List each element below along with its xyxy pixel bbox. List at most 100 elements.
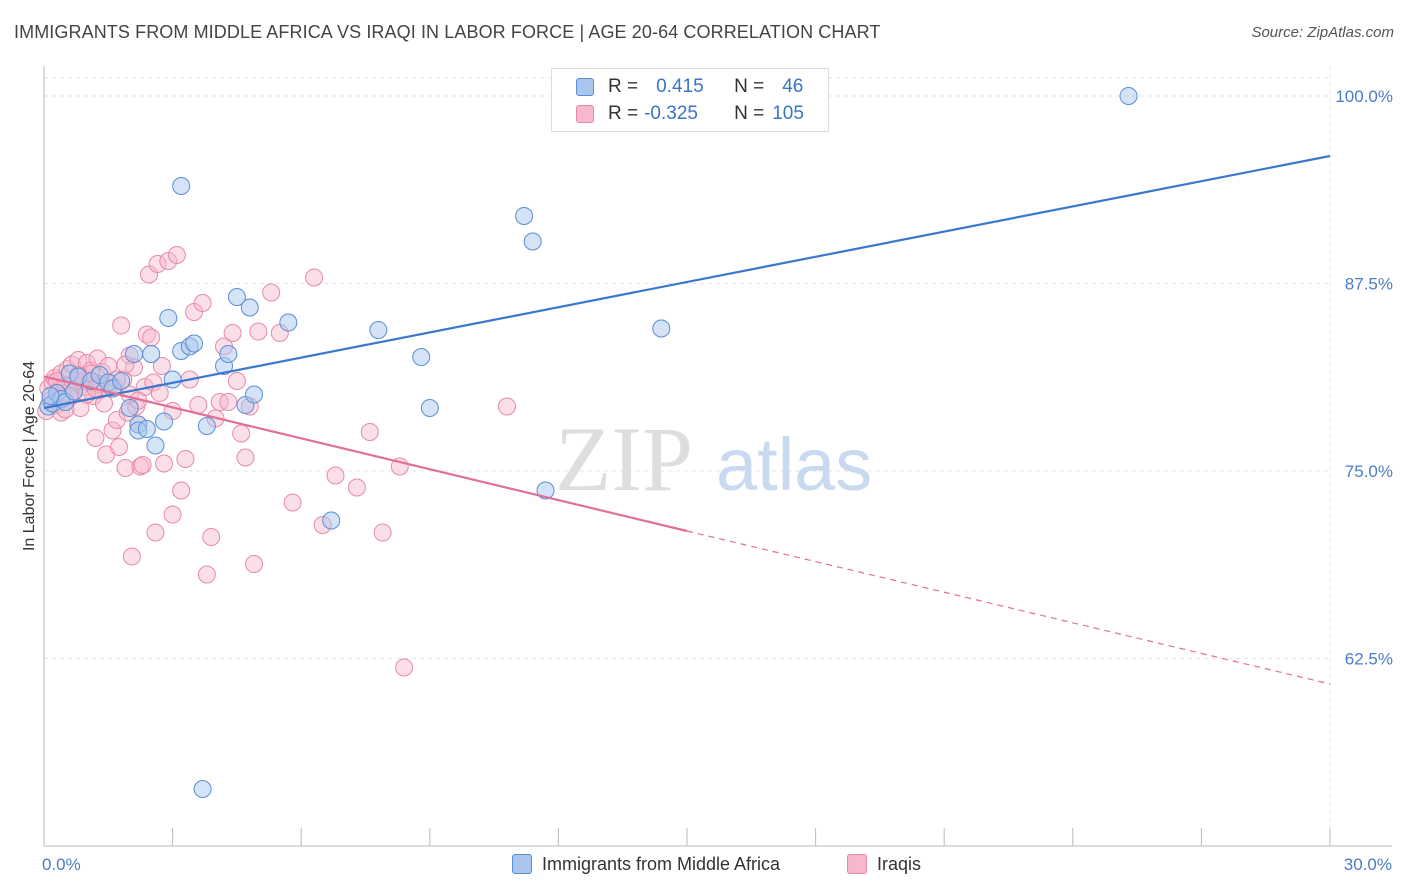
chart-title: IMMIGRANTS FROM MIDDLE AFRICA VS IRAQI I… xyxy=(14,22,881,42)
iraqis-point xyxy=(110,438,129,456)
y-tick-label: 100.0% xyxy=(1335,87,1393,106)
pink-swatch xyxy=(847,854,867,874)
n-value: 105 xyxy=(772,103,804,124)
middle-africa-point xyxy=(536,481,555,500)
stats-legend: R = 0.415 N = 46 R = -0.325 N = 105 xyxy=(551,68,829,132)
middle-africa-point xyxy=(322,511,341,530)
iraqis-point xyxy=(86,429,105,447)
iraqis-point xyxy=(360,423,379,441)
iraqis-point xyxy=(148,255,167,273)
iraqis-point xyxy=(219,393,238,411)
iraqis-point xyxy=(497,397,516,416)
iraqis-point xyxy=(236,448,255,467)
axes xyxy=(43,66,1392,847)
middle-africa-point xyxy=(185,334,204,353)
middle-africa-point xyxy=(245,385,264,404)
middle-africa-point xyxy=(652,319,671,338)
middle-africa-point xyxy=(159,309,178,327)
middle-africa-point xyxy=(112,372,131,390)
middle-africa-point xyxy=(515,207,534,225)
iraqis-point xyxy=(305,268,324,287)
iraqis-point xyxy=(227,372,246,390)
iraqis-point xyxy=(155,454,174,473)
middle-africa-point xyxy=(219,345,238,363)
iraqis-point xyxy=(146,523,165,542)
middle-africa-point xyxy=(523,232,542,251)
iraqis-point xyxy=(107,411,126,429)
middle-africa-point xyxy=(172,177,191,195)
middle-africa-point xyxy=(412,348,431,366)
middle-africa-point xyxy=(193,780,212,798)
middle-africa-point xyxy=(125,345,144,363)
iraqis-point xyxy=(189,396,208,414)
iraqis-point xyxy=(142,328,161,347)
iraqis-point xyxy=(232,424,251,443)
pink-swatch xyxy=(576,105,594,123)
iraqis-point xyxy=(172,481,191,500)
iraqis-point xyxy=(103,421,122,440)
legend-item-middle-africa: Immigrants from Middle Africa xyxy=(512,852,780,876)
iraqis-point xyxy=(202,528,221,546)
r-value: 0.415 xyxy=(656,76,704,97)
middle-africa-point xyxy=(197,417,216,435)
y-tick-label: 87.5% xyxy=(1345,275,1393,294)
iraqis-point xyxy=(347,478,366,497)
blue-swatch xyxy=(512,854,532,874)
trend-lines xyxy=(43,154,1331,685)
watermark-zip: ZIP xyxy=(555,408,693,510)
iraqis-trend-extension xyxy=(686,530,1331,685)
n-value: 46 xyxy=(782,76,804,97)
x-tick-label: 30.0% xyxy=(1344,855,1392,874)
iraqis-point xyxy=(262,283,281,302)
middle-africa-point xyxy=(279,313,298,332)
x-tick-label: 0.0% xyxy=(42,855,81,874)
n-label: N = xyxy=(734,103,765,124)
iraqis-point xyxy=(95,394,114,413)
middle-africa-points xyxy=(39,87,1138,798)
source-label: Source: ZipAtlas.com xyxy=(1251,24,1394,41)
middle-africa-point xyxy=(240,298,259,317)
middle-africa-point xyxy=(155,412,174,431)
middle-africa-point xyxy=(120,399,139,417)
iraqis-point xyxy=(116,459,135,477)
r-label: R = xyxy=(608,76,639,97)
iraqis-points xyxy=(37,246,516,677)
iraqis-point xyxy=(197,565,216,584)
middle-africa-trend-line xyxy=(43,154,1331,410)
iraqis-point xyxy=(249,322,268,341)
y-tick-label: 62.5% xyxy=(1345,650,1393,669)
iraqis-point xyxy=(152,357,171,375)
iraqis-point xyxy=(122,547,141,566)
middle-africa-point xyxy=(163,370,182,389)
middle-africa-point xyxy=(41,387,60,405)
iraqis-point xyxy=(245,555,264,573)
legend-label: Immigrants from Middle Africa xyxy=(542,853,781,874)
r-value: -0.325 xyxy=(644,103,698,124)
y-tick-label: 75.0% xyxy=(1345,462,1393,481)
iraqis-point xyxy=(163,505,182,524)
iraqis-point xyxy=(223,324,242,342)
watermark: ZIP atlas xyxy=(555,408,872,510)
stats-row-middle-africa: R = 0.415 N = 46 xyxy=(576,75,803,99)
iraqis-point xyxy=(395,658,414,677)
iraqis-point xyxy=(193,294,212,312)
middle-africa-point xyxy=(146,436,165,455)
middle-africa-point xyxy=(227,288,246,306)
iraqis-point xyxy=(326,466,345,485)
iraqis-point xyxy=(112,316,131,335)
legend-label: Iraqis xyxy=(877,853,922,874)
blue-swatch xyxy=(576,78,594,96)
tick-labels: 62.5% 75.0% 87.5% 100.0% 0.0% 30.0% xyxy=(42,87,1393,874)
n-label: N = xyxy=(734,76,765,97)
middle-africa-point xyxy=(137,420,156,438)
middle-africa-point xyxy=(142,345,161,363)
middle-africa-point xyxy=(1119,87,1138,105)
legend-item-iraqis: Iraqis xyxy=(847,852,921,876)
stats-row-iraqis: R = -0.325 N = 105 xyxy=(576,102,804,126)
iraqis-point xyxy=(176,450,195,468)
r-label: R = xyxy=(608,103,639,124)
iraqis-point xyxy=(167,246,186,264)
middle-africa-point xyxy=(420,399,439,417)
iraqis-point xyxy=(373,523,392,542)
